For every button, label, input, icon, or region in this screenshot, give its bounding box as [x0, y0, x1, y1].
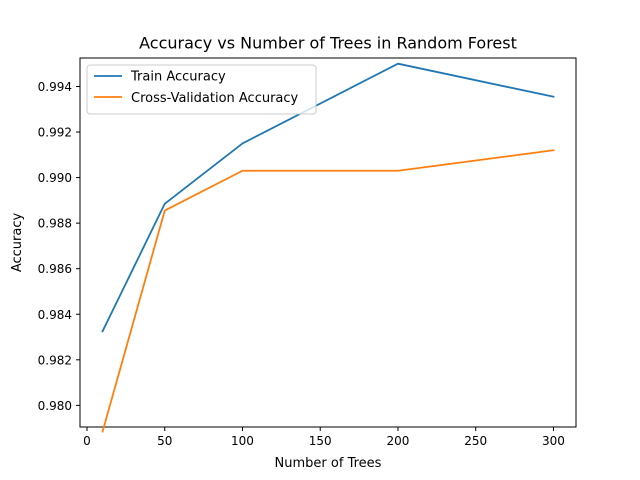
- x-axis-label: Number of Trees: [275, 456, 382, 471]
- x-axis-ticks: 0 50 100 150 200 250 300: [83, 427, 565, 448]
- x-tick-label: 0: [83, 434, 91, 448]
- y-tick-label: 0.984: [38, 308, 72, 322]
- y-tick-label: 0.982: [38, 353, 72, 367]
- x-tick-label: 50: [157, 434, 172, 448]
- x-tick-label: 300: [542, 434, 565, 448]
- y-tick-label: 0.980: [38, 399, 72, 413]
- train-accuracy-line: [101, 62, 555, 333]
- plot-area: 0 50 100 150 200 250 300 0.9800.9820.9840.9860…: [38, 57, 577, 448]
- x-tick-label: 250: [464, 434, 487, 448]
- y-tick-label: 0.994: [38, 80, 72, 94]
- legend-train-label: Train Accuracy: [130, 70, 226, 85]
- y-tick-label: 0.988: [38, 217, 72, 231]
- y-axis-ticks: 0.980 0.982 0.984 0.986 0.988 0.990 0.992 0.994: [38, 80, 80, 413]
- legend-cv-label: Cross-Validation Accuracy: [131, 91, 299, 106]
- plot-frame: [79, 57, 577, 428]
- x-tick-label: 150: [309, 434, 332, 448]
- y-axis-label: Accuracy: [10, 213, 25, 273]
- y-tick-label: 0.990: [38, 171, 72, 185]
- legend-box: [86, 64, 317, 115]
- x-tick-label: 100: [231, 434, 254, 448]
- chart-title: Accuracy vs Number of Trees in Random Fo…: [139, 34, 517, 53]
- legend: Train Accuracy Cross-Validation Accuracy: [86, 64, 317, 115]
- y-tick-label: 0.986: [38, 262, 72, 276]
- cross-validation-accuracy-line: [101, 149, 555, 433]
- y-tick-label: 0.992: [38, 126, 72, 140]
- x-tick-label: 200: [387, 434, 410, 448]
- series-layer: [101, 62, 555, 433]
